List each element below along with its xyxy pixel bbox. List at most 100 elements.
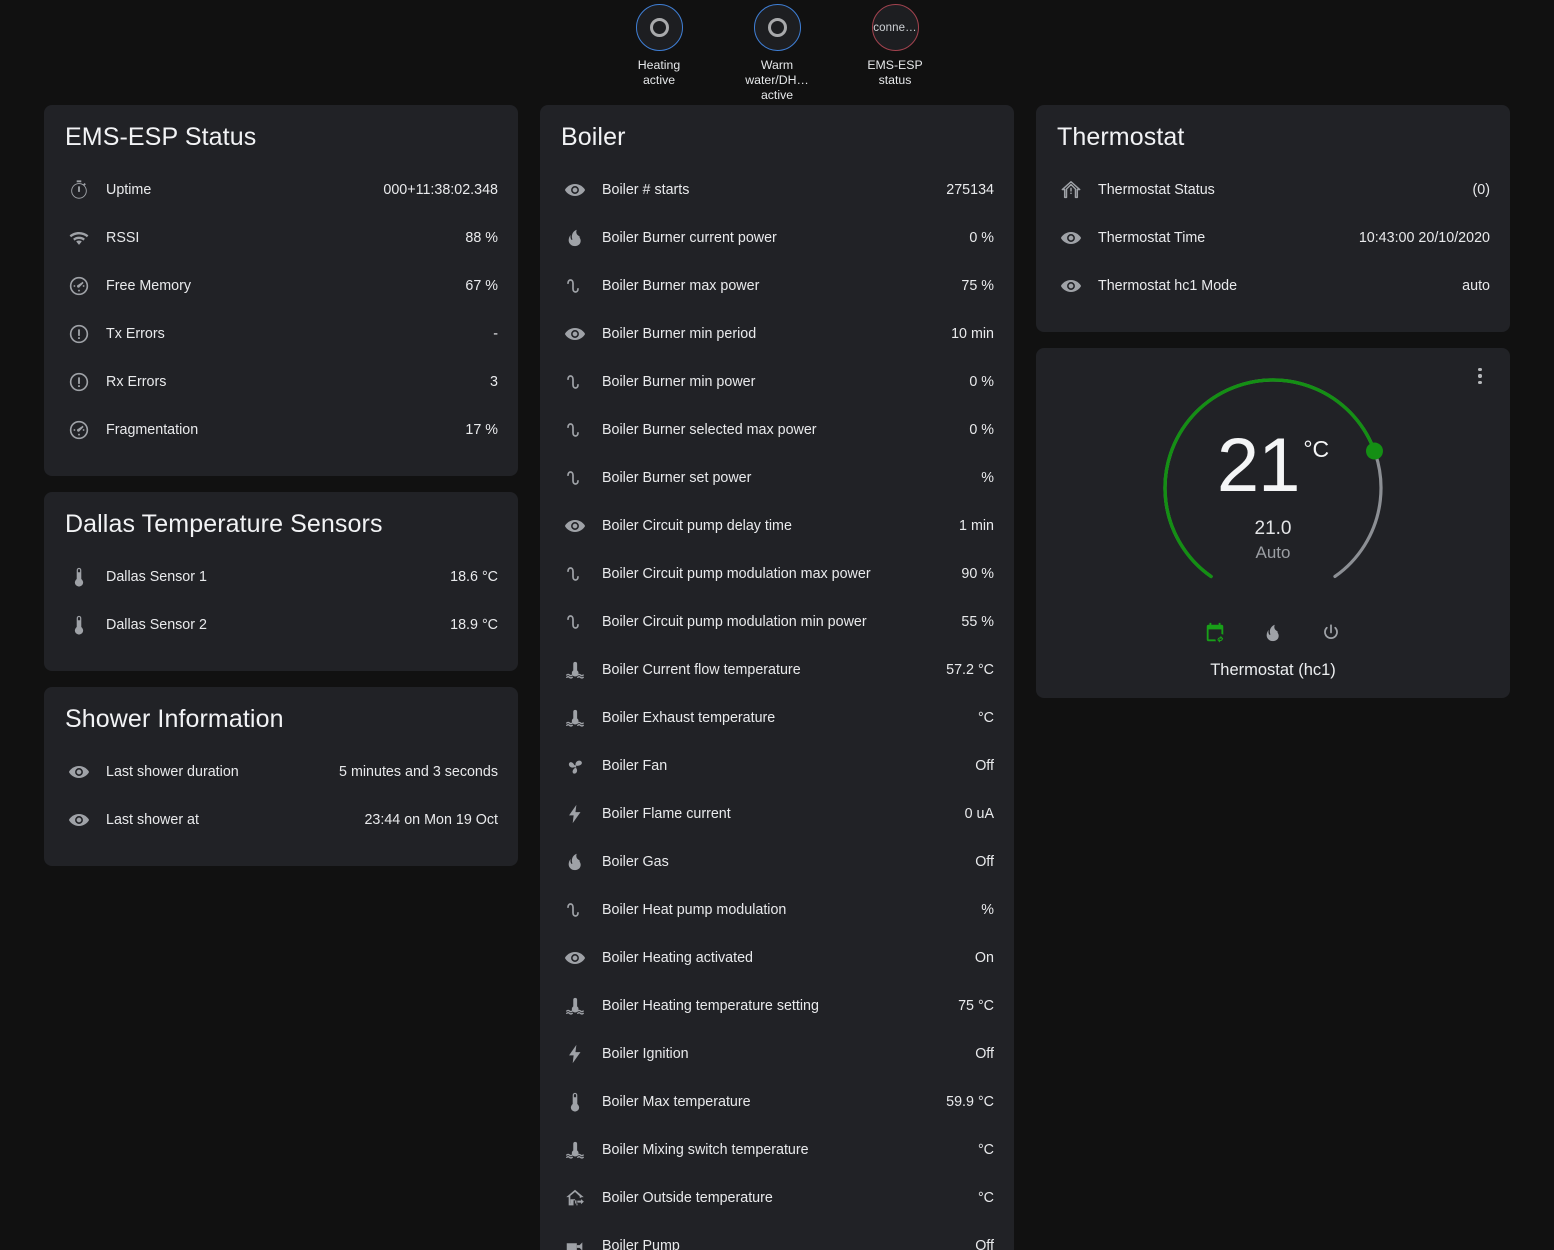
entity-value: Off [975,1046,994,1062]
coolant-temp-icon [560,995,602,1017]
entity-row[interactable]: Boiler Burner max power 75 % [560,262,994,310]
dial-arc[interactable] [1133,370,1413,620]
entity-row[interactable]: Boiler Outside temperature °C [560,1174,994,1222]
entity-row[interactable]: Boiler Burner selected max power 0 % [560,406,994,454]
entity-row[interactable]: Tx Errors - [64,310,498,358]
badge-warm-water-active[interactable]: Warm water/DH… active [727,4,827,103]
entity-row[interactable]: Boiler Fan Off [560,742,994,790]
entity-row[interactable]: Thermostat Time 10:43:00 20/10/2020 [1056,214,1490,262]
entity-value: 18.9 °C [450,617,498,633]
entity-row[interactable]: Boiler Gas Off [560,838,994,886]
entity-value: 0 % [969,422,994,438]
entity-row[interactable]: Boiler Burner min period 10 min [560,310,994,358]
entity-row[interactable]: Boiler Heat pump modulation% [560,886,994,934]
badge-state-text: conne… [873,21,917,34]
entity-row[interactable]: Thermostat Status (0) [1056,166,1490,214]
entity-name: Boiler Flame current [602,806,731,822]
eye-icon [560,323,602,345]
pump-icon [560,1235,602,1250]
entity-row[interactable]: Boiler Circuit pump modulation max power… [560,550,994,598]
card-shower-information: Shower Information Last shower duration 5… [44,687,518,866]
entity-row[interactable]: Boiler Pump Off [560,1222,994,1250]
entity-name: Boiler Burner max power [602,278,760,294]
entity-row[interactable]: Dallas Sensor 2 18.9 °C [64,601,498,649]
entity-value: Off [975,854,994,870]
entity-value: °C [977,1142,994,1158]
thermometer-icon [64,614,106,636]
eye-icon [1056,227,1098,249]
entity-row[interactable]: Boiler Heating temperature setting 75 °C [560,982,994,1030]
entity-row[interactable]: RSSI 88 % [64,214,498,262]
entity-value: (0) [1472,182,1490,198]
thermostat-dial[interactable]: 21 °C 21.0 Auto [1133,370,1413,620]
entity-name: Boiler Heating temperature setting [602,998,819,1014]
entity-row[interactable]: Boiler # starts 275134 [560,166,994,214]
eye-icon [560,515,602,537]
entity-rows: Boiler # starts 275134 Boiler Burner curre… [560,166,994,1250]
entity-row[interactable]: Boiler Circuit pump delay time 1 min [560,502,994,550]
entity-value: °C [977,710,994,726]
card-thermostat: Thermostat Thermostat Status (0) Thermosta… [1036,105,1510,332]
entity-name: Boiler Heating activated [602,950,753,966]
thermometer-icon [560,1091,602,1113]
entity-value: 275134 [946,182,994,198]
entity-value: 90 % [961,566,994,582]
entity-value: 17 % [465,422,498,438]
sine-wave-icon [560,610,602,634]
entity-row[interactable]: Uptime 000+11:38:02.348 [64,166,498,214]
entity-value: 0 % [969,230,994,246]
badge-ems-esp-status[interactable]: conne… EMS-ESP status [845,4,945,88]
entity-row[interactable]: Boiler Circuit pump modulation min power… [560,598,994,646]
entity-value: 0 % [969,374,994,390]
entity-row[interactable]: Boiler Mixing switch temperature °C [560,1126,994,1174]
entity-rows: Thermostat Status (0) Thermostat Time 10:43… [1056,166,1490,310]
entity-row[interactable]: Boiler Exhaust temperature °C [560,694,994,742]
card-title: Boiler [561,123,626,151]
entity-value: °C [977,1190,994,1206]
entity-row[interactable]: Boiler Max temperature 59.9 °C [560,1078,994,1126]
entity-row[interactable]: Fragmentation 17 % [64,406,498,454]
entity-value: 75 % [961,278,994,294]
fan-icon [560,755,602,777]
entity-row[interactable]: Boiler Burner set power% [560,454,994,502]
dial-entity-name: Thermostat (hc1) [1210,661,1336,679]
entity-name: Uptime [106,182,152,198]
entity-name: Boiler Ignition [602,1046,689,1062]
entity-value: 1 min [959,518,994,534]
power-icon[interactable] [1320,622,1342,649]
column-middle: Boiler Boiler # starts 275134 Boiler Burne… [540,105,1014,1250]
timer-icon [64,179,106,201]
entity-row[interactable]: Boiler Burner min power 0 % [560,358,994,406]
sine-wave-icon [560,370,602,394]
entity-row[interactable]: Last shower at 23:44 on Mon 19 Oct [64,796,498,844]
entity-row[interactable]: Boiler Current flow temperature 57.2 °C [560,646,994,694]
entity-value: 5 minutes and 3 seconds [339,764,498,780]
sine-wave-icon [560,418,602,442]
flame-icon[interactable] [1262,622,1284,649]
entity-value: 000+11:38:02.348 [383,182,498,198]
entity-name: Thermostat Status [1098,182,1215,198]
card-thermostat-dial: 21 °C 21.0 Auto [1036,348,1510,698]
badge-heating-active[interactable]: Heating active [609,4,709,88]
entity-row[interactable]: Boiler Heating activated On [560,934,994,982]
entity-row[interactable]: Last shower duration 5 minutes and 3 seco… [64,748,498,796]
entity-row[interactable]: Boiler Ignition Off [560,1030,994,1078]
entity-row[interactable]: Dallas Sensor 1 18.6 °C [64,553,498,601]
calendar-sync-icon[interactable] [1204,622,1226,649]
entity-value: - [493,326,498,342]
entity-name: Dallas Sensor 2 [106,617,207,633]
card-title: EMS-ESP Status [65,123,257,151]
more-options-icon[interactable] [1468,362,1492,390]
entity-row[interactable]: Thermostat hc1 Mode auto [1056,262,1490,310]
entity-name: Boiler Gas [602,854,669,870]
eye-icon [560,947,602,969]
card-boiler: Boiler Boiler # starts 275134 Boiler Burne… [540,105,1014,1250]
entity-value: 3 [490,374,498,390]
entity-row[interactable]: Boiler Burner current power 0 % [560,214,994,262]
entity-row[interactable]: Boiler Flame current 0 uA [560,790,994,838]
entity-value: 10:43:00 20/10/2020 [1358,230,1490,246]
entity-value: 18.6 °C [450,569,498,585]
entity-value: 88 % [465,230,498,246]
entity-row[interactable]: Free Memory 67 % [64,262,498,310]
entity-row[interactable]: Rx Errors 3 [64,358,498,406]
